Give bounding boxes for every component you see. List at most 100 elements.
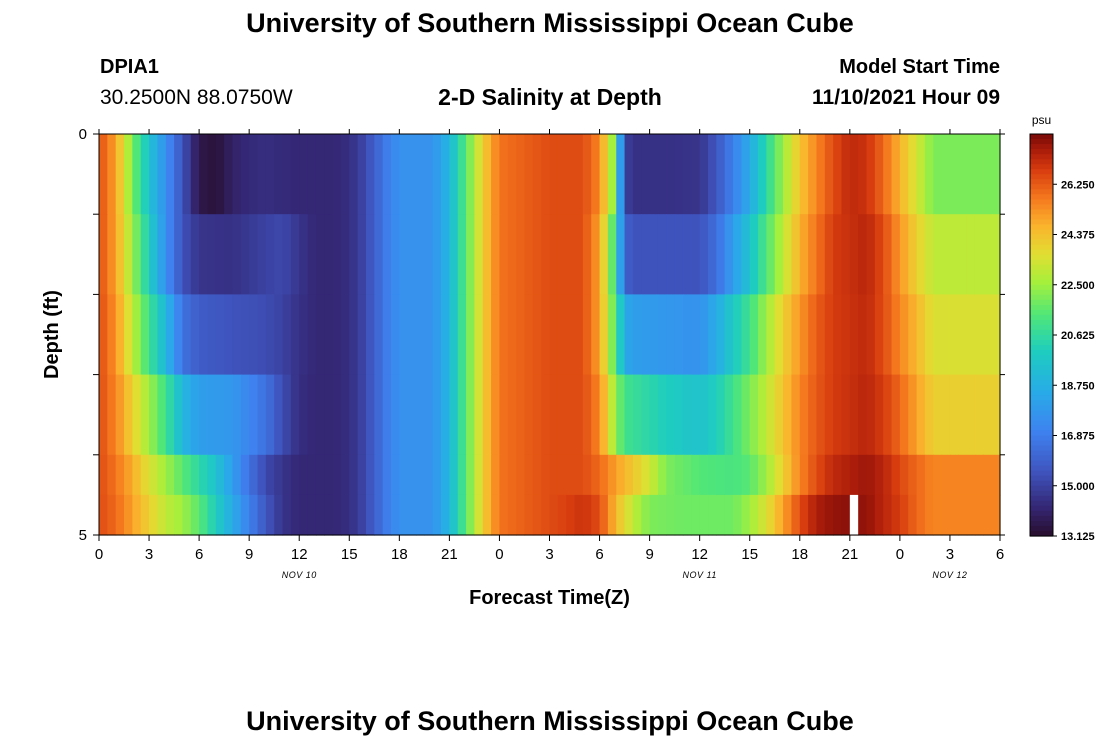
heatmap-cell [549, 374, 559, 456]
heatmap-cell [299, 294, 309, 376]
heatmap-cell [974, 294, 984, 376]
heatmap-cell [749, 374, 759, 456]
heatmap-cell [374, 294, 384, 376]
heatmap-cell [858, 214, 868, 295]
heatmap-cell [983, 214, 993, 295]
heatmap-cell [582, 374, 592, 456]
heatmap-cell [874, 214, 884, 295]
heatmap-cell [866, 494, 876, 536]
heatmap-cell [441, 454, 450, 496]
colorbar-tick-label: 24.375 [1061, 230, 1095, 242]
heatmap-cell [632, 134, 642, 215]
heatmap-cell [816, 214, 826, 295]
heatmap-cell [532, 454, 542, 496]
heatmap-cell [808, 294, 818, 376]
heatmap-cell [99, 374, 108, 456]
heatmap-cell [766, 214, 776, 295]
heatmap-cell [140, 494, 150, 536]
heatmap-cell [424, 494, 434, 536]
colorbar-segment [1030, 314, 1053, 321]
heatmap-cell [741, 214, 751, 295]
x-tick-label: 21 [841, 546, 858, 563]
heatmap-cell [974, 214, 984, 295]
heatmap-cell [941, 134, 951, 215]
heatmap-cell [274, 214, 284, 295]
colorbar-segment [1030, 440, 1053, 447]
date-label: NOV 12 [932, 570, 967, 580]
heatmap-cell [165, 214, 175, 295]
heatmap-cell [491, 214, 501, 295]
heatmap-cell [699, 374, 709, 456]
heatmap-cell [149, 214, 158, 295]
heatmap-cell [516, 454, 526, 496]
heatmap-cell [666, 134, 676, 215]
heatmap-cell [432, 454, 442, 496]
heatmap-cell [382, 294, 392, 376]
heatmap-cell [733, 494, 742, 536]
colorbar-segment [1030, 204, 1053, 210]
heatmap-cell [816, 134, 826, 215]
heatmap-cell [424, 374, 434, 456]
heatmap-cell [507, 134, 517, 215]
heatmap-cell [299, 134, 309, 215]
heatmap-cell [140, 214, 150, 295]
heatmap-cell [566, 294, 576, 376]
x-tick-label: 12 [691, 546, 708, 563]
heatmap-cell [641, 494, 651, 536]
heatmap-cell [783, 374, 793, 456]
heatmap-cell [499, 454, 509, 496]
heatmap-cell [407, 374, 417, 456]
heatmap-cell [374, 494, 384, 536]
heatmap-cell [799, 454, 809, 496]
heatmap-cell [282, 134, 292, 215]
heatmap-cell [916, 294, 926, 376]
heatmap-cell [766, 494, 776, 536]
heatmap-cell [808, 134, 818, 215]
heatmap-cell [799, 134, 809, 215]
heatmap-cell [674, 374, 684, 456]
heatmap-cell [157, 214, 167, 295]
heatmap-cell [224, 374, 234, 456]
heatmap-cell [482, 134, 492, 215]
heatmap-cell [466, 454, 476, 496]
heatmap-cell [741, 454, 751, 496]
heatmap-cell [182, 134, 192, 215]
chart-subtitle: 2-D Salinity at Depth [438, 84, 662, 110]
heatmap-cell [532, 294, 542, 376]
colorbar-tick-label: 20.625 [1061, 330, 1095, 342]
heatmap-cell [616, 134, 626, 215]
heatmap-cell [115, 374, 125, 456]
heatmap-cell [274, 294, 284, 376]
heatmap-cell [599, 374, 609, 456]
heatmap-cell [958, 214, 968, 295]
heatmap-cell [958, 454, 968, 496]
heatmap-cell [290, 494, 300, 536]
heatmap-cell [99, 294, 108, 376]
heatmap-cell [466, 134, 476, 215]
heatmap-cell [691, 134, 701, 215]
heatmap-cell [941, 214, 951, 295]
heatmap-cell [232, 454, 242, 496]
colorbar-segment [1030, 194, 1053, 200]
colorbar-segment [1030, 470, 1053, 477]
heatmap-cell [416, 294, 425, 376]
colorbar-segment [1030, 184, 1053, 190]
x-tick-label: 9 [645, 546, 653, 563]
heatmap-cell [140, 134, 150, 215]
heatmap-cell [741, 494, 751, 536]
heatmap-cell [891, 134, 901, 215]
heatmap-cell [399, 294, 409, 376]
station-coordinates: 30.2500N 88.0750W [100, 86, 293, 109]
heatmap-cell [674, 214, 684, 295]
heatmap-cell [541, 134, 551, 215]
station-id: DPIA1 [100, 56, 159, 78]
heatmap-cell [991, 454, 1001, 496]
x-tick-label: 6 [195, 546, 203, 563]
heatmap-cell [983, 294, 993, 376]
heatmap-cell [457, 454, 467, 496]
colorbar-segment [1030, 199, 1053, 205]
heatmap-cell [532, 214, 542, 295]
heatmap-cell [866, 294, 876, 376]
heatmap-cell [632, 214, 642, 295]
heatmap-cell [624, 454, 634, 496]
